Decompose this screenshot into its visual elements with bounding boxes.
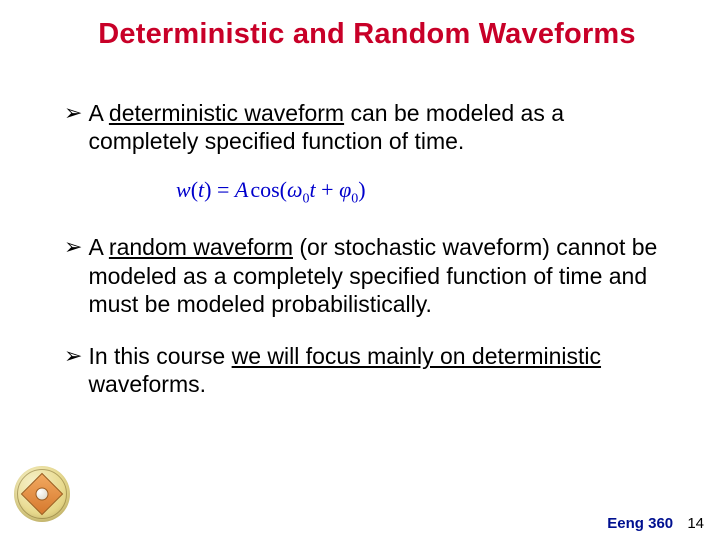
- bullet-item: ➢ A deterministic waveform can be modele…: [64, 99, 670, 155]
- bullet-marker-icon: ➢: [64, 99, 82, 127]
- slide: Deterministic and Random Waveforms ➢ A d…: [0, 0, 720, 540]
- title-text: Deterministic and Random Waveforms: [98, 18, 636, 50]
- footer-page: 14: [687, 515, 704, 532]
- bullet-item: ➢ A random waveform (or stochastic wavef…: [64, 233, 670, 317]
- bullet-text: A random waveform (or stochastic wavefor…: [88, 233, 670, 317]
- logo-center: [36, 488, 49, 501]
- bullet-text: A deterministic waveform can be modeled …: [88, 99, 670, 155]
- bullet-text: In this course we will focus mainly on d…: [88, 342, 670, 398]
- equation: w(t) = Acos(ω0t + φ0): [176, 177, 670, 207]
- bullet-marker-icon: ➢: [64, 342, 82, 370]
- footer-course: Eeng 360: [607, 515, 673, 532]
- footer: Eeng 360 14: [607, 515, 704, 532]
- bullet-item: ➢ In this course we will focus mainly on…: [64, 342, 670, 398]
- slide-title: Deterministic and Random Waveforms: [64, 18, 670, 51]
- logo-icon: [14, 466, 70, 522]
- bullet-list: ➢ A deterministic waveform can be modele…: [50, 99, 670, 398]
- bullet-marker-icon: ➢: [64, 233, 82, 261]
- equation-text: w(t) = Acos(ω0t + φ0): [176, 177, 366, 207]
